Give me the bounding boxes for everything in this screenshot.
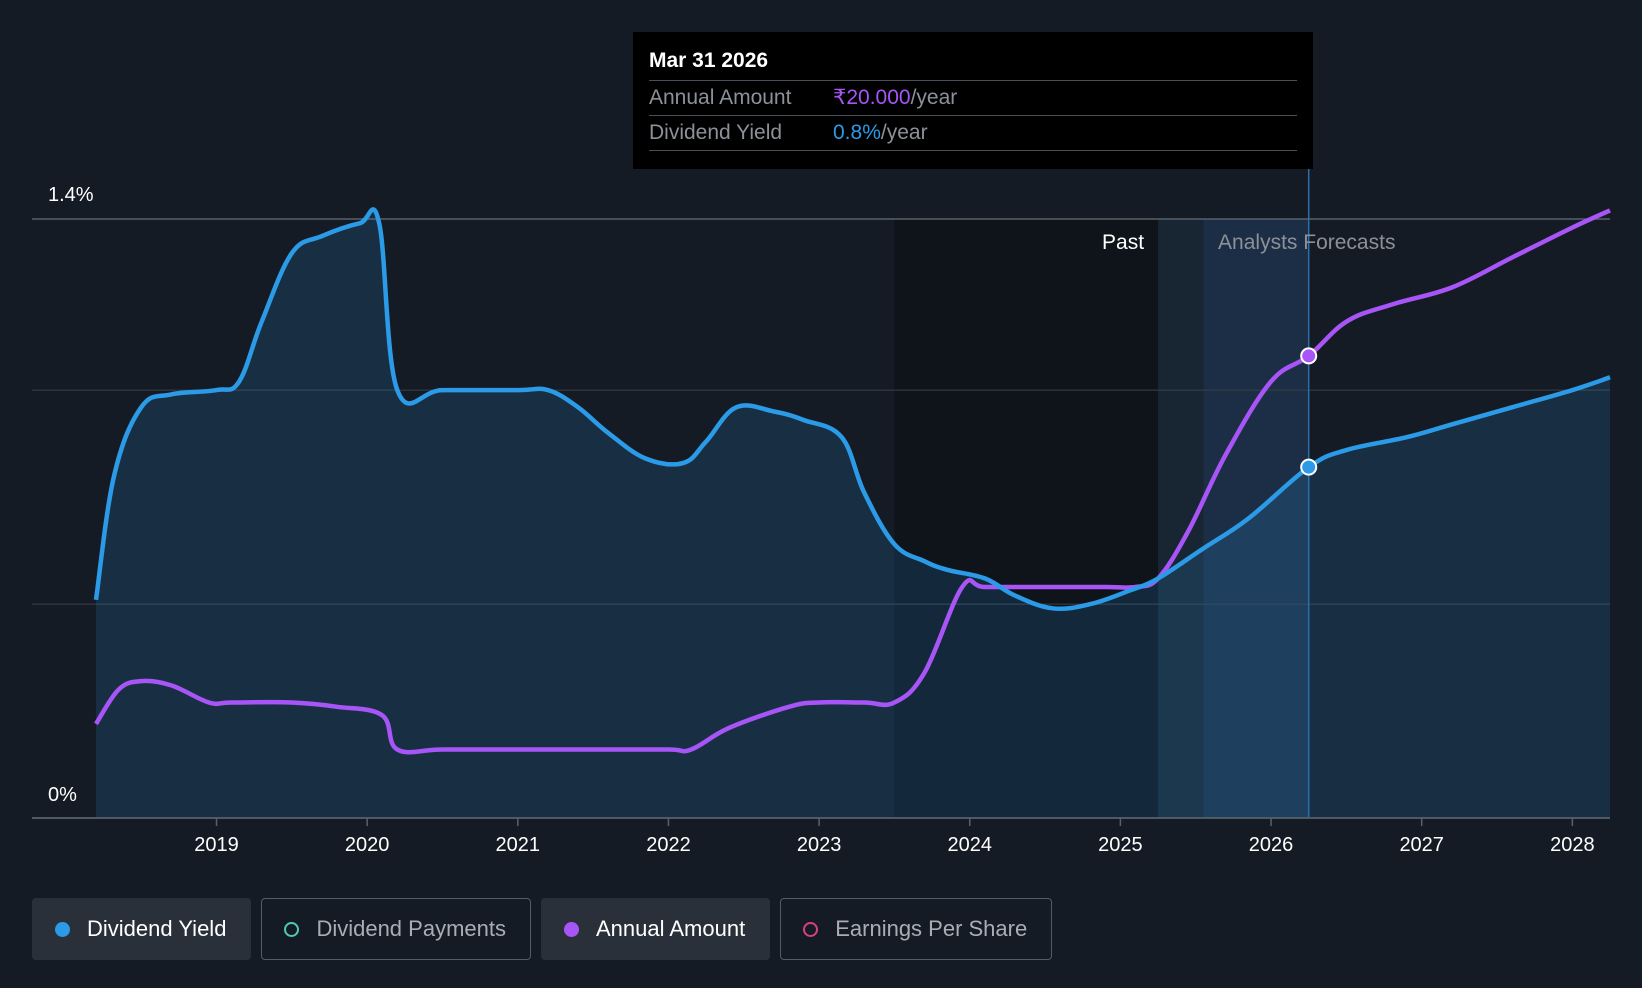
- past-label: Past: [1102, 231, 1144, 254]
- legend-label: Dividend Payments: [316, 916, 506, 941]
- forecast-region-highlight: [1203, 219, 1309, 818]
- tooltip-dividend-yield-label: Dividend Yield: [649, 121, 783, 144]
- dividend-yield-area: [96, 209, 1610, 818]
- tooltip-annual-amount-row: Annual Amount ₹20.000 /year: [649, 80, 1297, 115]
- x-tick-label: 2025: [1098, 834, 1143, 856]
- x-tick-label: 2027: [1399, 834, 1444, 856]
- x-tick-label: 2023: [797, 834, 842, 856]
- tooltip-annual-amount-label: Annual Amount: [649, 86, 792, 109]
- x-axis: 2019 2020 2021 2022 2023 2024 2025 2026 2027 2028: [32, 817, 1610, 856]
- legend-annual-amount[interactable]: Annual Amount: [540, 898, 771, 960]
- x-tick-label: 2026: [1249, 834, 1294, 856]
- hollow-dot-icon: [284, 921, 300, 937]
- y-axis: 1.4% 0%: [48, 184, 94, 806]
- tooltip-dividend-yield-unit: /year: [880, 121, 928, 144]
- tooltip-annual-amount-unit: /year: [910, 86, 958, 109]
- legend-dividend-payments[interactable]: Dividend Payments: [261, 898, 531, 960]
- x-tick-label: 2021: [496, 834, 541, 856]
- x-tick-label: 2019: [194, 834, 239, 856]
- legend-label: Earnings Per Share: [835, 916, 1028, 941]
- y-tick-label-bottom: 0%: [48, 784, 77, 806]
- past-region-background: [894, 219, 1159, 818]
- tooltip-dividend-yield-row: Dividend Yield 0.8% /year: [649, 115, 1297, 151]
- y-tick-label-top: 1.4%: [48, 184, 94, 206]
- legend-label: Annual Amount: [595, 916, 746, 941]
- tooltip-dividend-yield-value: 0.8%: [833, 121, 881, 144]
- dividend-yield-marker: [1300, 458, 1318, 476]
- x-tick-label: 2024: [948, 834, 993, 856]
- annual-amount-marker: [1300, 347, 1318, 365]
- legend-dividend-yield[interactable]: Dividend Yield: [32, 898, 252, 960]
- analysts-forecasts-label: Analysts Forecasts: [1218, 231, 1395, 254]
- filled-dot-icon: [55, 921, 70, 937]
- hollow-dot-icon: [803, 921, 819, 937]
- tooltip-date: Mar 31 2026: [649, 49, 769, 72]
- x-tick-label: 2022: [646, 834, 691, 856]
- dividend-yield-line: [93, 207, 1611, 612]
- legend-earnings-per-share[interactable]: Earnings Per Share: [780, 898, 1053, 960]
- filled-dot-icon: [563, 921, 579, 937]
- highlight-markers: [1300, 347, 1318, 476]
- x-tick-label: 2020: [345, 834, 390, 856]
- legend: Dividend Yield Dividend Payments Annual …: [32, 898, 1053, 960]
- legend-label: Dividend Yield: [87, 916, 227, 941]
- x-tick-label: 2028: [1550, 834, 1595, 856]
- tooltip: Mar 31 2026 Annual Amount ₹20.000 /year …: [633, 32, 1313, 169]
- tooltip-annual-amount-value: ₹20.000: [833, 86, 911, 109]
